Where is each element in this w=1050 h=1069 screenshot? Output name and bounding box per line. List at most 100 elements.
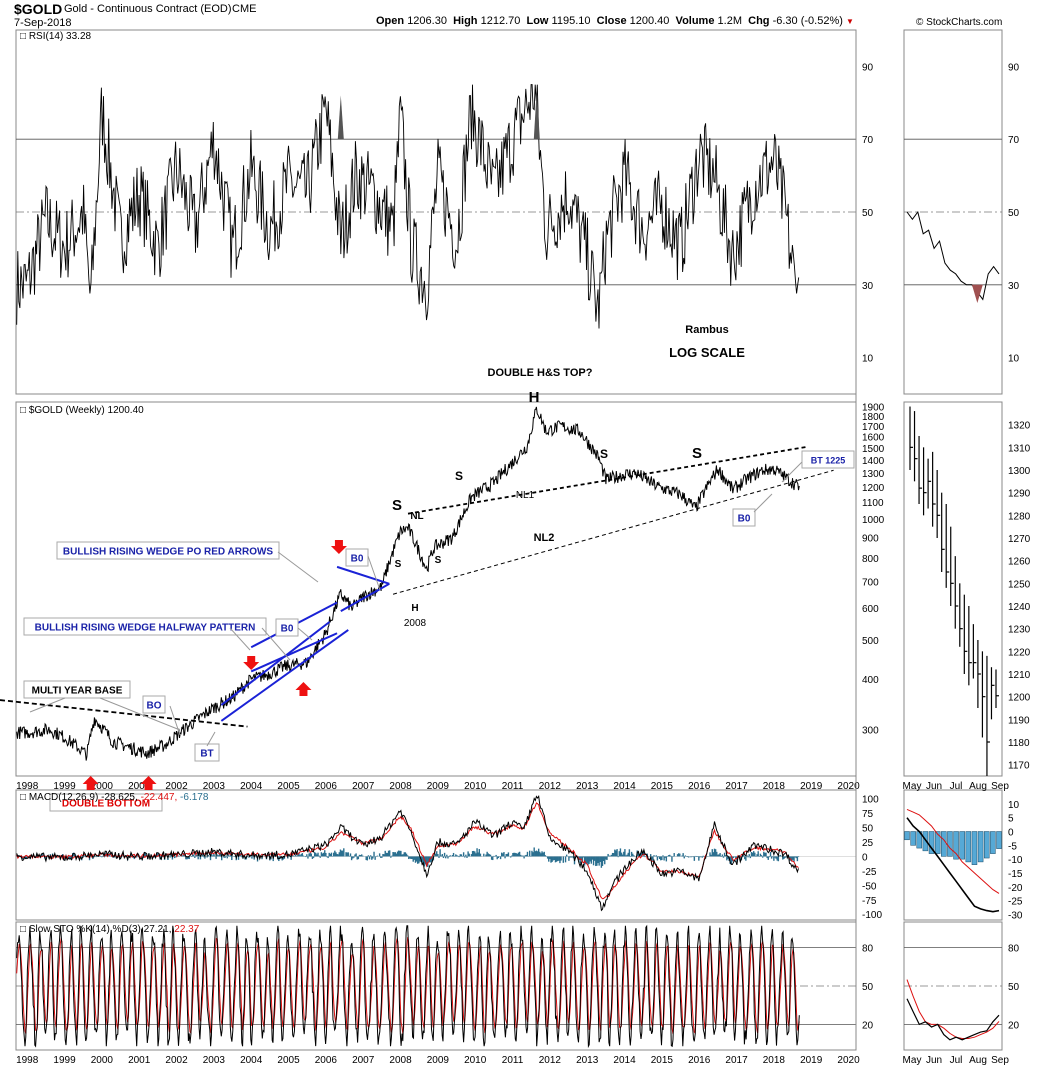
stockcharts-watermark: © StockCharts.com xyxy=(916,17,1003,28)
price-tick-label: 1600 xyxy=(862,433,885,444)
wedge-small-upper xyxy=(220,621,331,706)
price-tick-label: 1800 xyxy=(862,412,885,423)
price-x-tick-label: 2001 xyxy=(128,781,151,792)
mini-price-tick-label: 1280 xyxy=(1008,511,1031,522)
sto-x-tick-label: 2013 xyxy=(576,1055,599,1066)
price-x-tick-label: 2005 xyxy=(277,781,300,792)
wedge-half-callout-box xyxy=(23,617,267,636)
rsi-tick-label: 50 xyxy=(862,208,874,219)
shoulder-label-2: S xyxy=(455,469,463,483)
high-label: High xyxy=(453,15,478,27)
volume-label: Volume xyxy=(675,15,715,27)
sto-x-tick-label: 2001 xyxy=(128,1055,151,1066)
mini-price-tick-label: 1270 xyxy=(1008,534,1031,545)
shoulder-label-6: S xyxy=(435,555,442,566)
sto-x-tick-label: 2007 xyxy=(352,1055,375,1066)
contract-name: Gold - Continuous Contract (EOD) xyxy=(64,3,232,15)
mini-price-panel xyxy=(903,401,1003,777)
mini-month-label-bottom: Jun xyxy=(926,1055,942,1066)
sto-tick-label: 20 xyxy=(862,1020,874,1031)
price-x-tick-label: 2006 xyxy=(315,781,338,792)
mini-macd-hist-bar xyxy=(904,831,910,841)
down-triangle-icon: ▼ xyxy=(845,17,854,26)
rsi-tick-label: 30 xyxy=(862,281,874,292)
price-x-tick-label: 2019 xyxy=(800,781,823,792)
symbol-title: $GOLD xyxy=(14,1,63,17)
sto-x-tick-label: 2020 xyxy=(837,1055,860,1066)
macd-tick-label: 25 xyxy=(862,838,874,849)
sto-x-tick-label: 2010 xyxy=(464,1055,487,1066)
log-scale-label: LOG SCALE xyxy=(669,345,745,360)
mini-month-label: Sep xyxy=(991,781,1009,792)
price-tick-label: 500 xyxy=(862,636,879,647)
mini-sto-k-line xyxy=(906,998,1000,1041)
wedge-large-lower xyxy=(340,582,390,613)
mini-macd-hist-bar xyxy=(965,831,972,863)
callout-pointer xyxy=(781,461,803,483)
sto-tick-label: 80 xyxy=(862,944,874,955)
bt1225-callout-box xyxy=(801,450,855,469)
mini-rsi-line xyxy=(906,210,1000,301)
volume-value: 1.2M xyxy=(717,15,742,27)
sto-x-tick-label: 2012 xyxy=(539,1055,562,1066)
callout-pointer xyxy=(99,697,181,731)
b0-callout-3: B0 xyxy=(738,514,751,525)
sto-x-tick-label: 2016 xyxy=(688,1055,711,1066)
price-x-tick-label: 2004 xyxy=(240,781,263,792)
mini-macd-tick-label: -20 xyxy=(1008,883,1023,894)
mini-price-tick-label: 1250 xyxy=(1008,579,1031,590)
callout-pointer xyxy=(297,627,313,641)
nl-label: NL xyxy=(410,511,423,522)
sto-title: □ Slow STO %K(14) %D(3) 27.21, 22.37 xyxy=(20,924,200,935)
price-x-tick-label: 2003 xyxy=(203,781,226,792)
price-tick-label: 1100 xyxy=(862,498,884,509)
open-value: 1206.30 xyxy=(407,15,447,27)
price-x-tick-label: 2012 xyxy=(539,781,562,792)
mini-macd-line xyxy=(906,817,1000,913)
macd-line xyxy=(16,794,799,912)
rsi-tick-label: 70 xyxy=(862,135,874,146)
red-arrow-up xyxy=(295,682,312,696)
mini-macd-tick-label: -10 xyxy=(1008,855,1023,866)
sto-x-tick-label: 1998 xyxy=(16,1055,39,1066)
mini-macd-hist-bar xyxy=(996,831,1002,849)
wedge-small-lower xyxy=(220,629,349,722)
b0-callout-1: B0 xyxy=(281,624,294,635)
exchange-label: CME xyxy=(232,3,257,15)
mini-month-label-bottom: Sep xyxy=(991,1055,1009,1066)
mini-macd-hist-bar xyxy=(959,831,965,860)
rsi-tick-label: 90 xyxy=(862,62,874,73)
callout-pointer xyxy=(206,731,216,747)
mini-month-label: May xyxy=(903,781,922,792)
mini-macd-tick-label: -5 xyxy=(1008,841,1017,852)
sto-x-tick-label: 2006 xyxy=(315,1055,338,1066)
callout-pointer xyxy=(277,551,319,583)
low-value: 1195.10 xyxy=(551,15,591,27)
callout-pointer xyxy=(753,493,773,513)
red-arrow-up xyxy=(140,776,157,790)
chg-label: Chg xyxy=(748,15,770,27)
macd-signal-value: -22.447, xyxy=(141,792,180,803)
rsi-overbought-fill xyxy=(337,95,344,140)
mini-month-label: Jun xyxy=(926,781,942,792)
high-value: 1212.70 xyxy=(480,15,521,27)
b0-callout-1-box xyxy=(275,618,299,637)
price-x-tick-label: 2010 xyxy=(464,781,487,792)
year-2008-label: 2008 xyxy=(404,618,427,629)
sto-x-tick-label: 2009 xyxy=(427,1055,450,1066)
double-bottom-callout-box xyxy=(49,793,163,812)
neckline-1 xyxy=(407,445,808,515)
mini-price-tick-label: 1300 xyxy=(1008,466,1031,477)
sto-x-tick-label: 2004 xyxy=(240,1055,263,1066)
price-tick-label: 1300 xyxy=(862,469,885,480)
macd-tick-label: -50 xyxy=(862,881,877,892)
mini-macd-hist-bar xyxy=(953,831,959,860)
close-value: 1200.40 xyxy=(629,15,670,27)
rambus-label: Rambus xyxy=(685,324,728,336)
callout-pointer xyxy=(169,705,181,736)
bt-callout-box xyxy=(194,743,220,762)
mini-sto-tick-label: 20 xyxy=(1008,1020,1020,1031)
mini-price-tick-label: 1170 xyxy=(1008,761,1030,772)
rsi-title: □ RSI(14) 33.28 xyxy=(20,31,92,42)
mini-sto-tick-label: 80 xyxy=(1008,944,1020,955)
